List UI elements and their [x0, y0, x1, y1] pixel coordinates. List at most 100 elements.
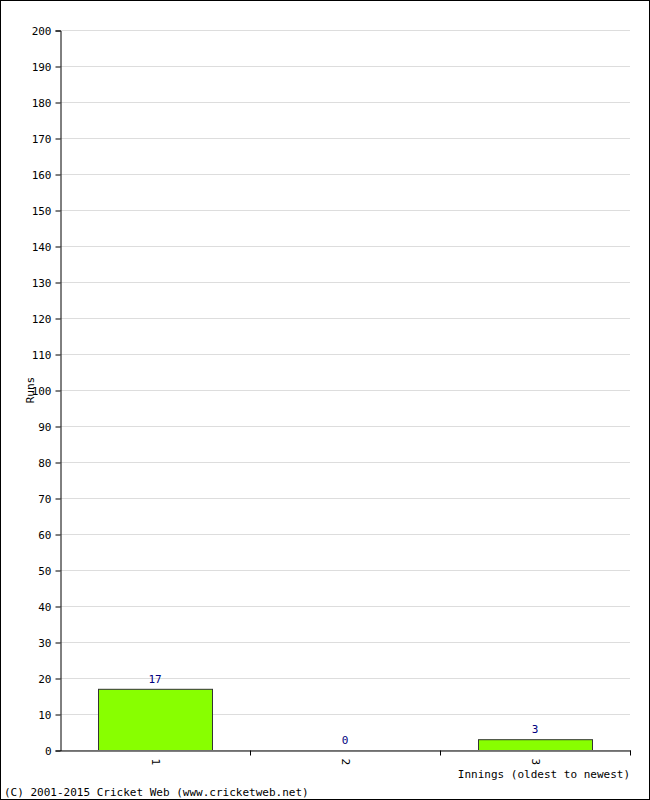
y-tick: 20 — [38, 673, 60, 686]
x-tick: 2 — [339, 751, 352, 766]
x-axis: 1 2 3 — [61, 751, 631, 766]
y-tick-label: 110 — [32, 349, 52, 362]
y-tick-mark — [56, 67, 61, 68]
category-separator — [630, 751, 631, 756]
x-axis-line — [61, 751, 631, 752]
y-tick: 120 — [32, 313, 61, 326]
grid-line — [60, 102, 630, 103]
y-tick-label: 50 — [38, 565, 51, 578]
annotations: (C) 2001-2015 Cricket Web (www.cricketwe… — [4, 786, 309, 799]
y-tick-label: 190 — [32, 61, 52, 74]
y-tick: 130 — [32, 277, 61, 290]
x-tick: 3 — [529, 751, 542, 766]
y-tick-mark — [56, 247, 61, 248]
grid-line — [60, 282, 630, 283]
y-tick-label: 90 — [38, 421, 51, 434]
chart: 0102030405060708090100110120130140150160… — [0, 0, 650, 800]
y-tick-mark — [56, 643, 61, 644]
y-tick-label: 80 — [38, 457, 51, 470]
y-tick-label: 60 — [38, 529, 51, 542]
y-tick: 140 — [32, 241, 61, 254]
grid-line — [60, 570, 630, 571]
grid-line — [60, 390, 630, 391]
y-tick-label: 160 — [32, 169, 52, 182]
y-tick-mark — [56, 391, 61, 392]
y-tick-label: 170 — [32, 133, 52, 146]
y-tick: 10 — [38, 709, 60, 722]
grid-line — [60, 678, 630, 679]
y-axis-title: Runs — [24, 377, 37, 404]
y-tick-label: 20 — [38, 673, 51, 686]
grid-line — [60, 354, 630, 355]
grid-line — [60, 498, 630, 499]
grid-line — [60, 462, 630, 463]
category-separator — [440, 751, 441, 756]
y-tick-mark — [56, 715, 61, 716]
y-tick: 170 — [32, 133, 61, 146]
y-tick-mark — [56, 283, 61, 284]
grid-line — [60, 534, 630, 535]
y-tick-mark — [56, 427, 61, 428]
y-tick: 50 — [38, 565, 60, 578]
y-tick: 180 — [32, 97, 61, 110]
grid-line — [60, 606, 630, 607]
grid — [60, 31, 630, 751]
data-label: 17 — [148, 673, 161, 686]
y-tick: 70 — [38, 493, 60, 506]
y-axis-line — [56, 31, 62, 751]
y-tick-mark — [56, 211, 61, 212]
grid-line — [60, 750, 630, 751]
y-tick-label: 40 — [38, 601, 51, 614]
y-tick: 80 — [38, 457, 60, 470]
y-tick-label: 140 — [32, 241, 52, 254]
y-tick-label: 120 — [32, 313, 52, 326]
grid-line — [60, 138, 630, 139]
grid-line — [60, 30, 630, 31]
bar — [99, 689, 213, 750]
category-separator — [250, 751, 251, 756]
y-tick-mark — [56, 319, 61, 320]
grid-line — [60, 210, 630, 211]
data-label: 0 — [342, 734, 349, 747]
data-labels: 1703 — [148, 673, 538, 747]
y-tick-label: 130 — [32, 277, 52, 290]
y-tick: 190 — [32, 61, 61, 74]
y-tick-mark — [56, 607, 61, 608]
y-tick-mark — [56, 31, 61, 32]
y-tick: 60 — [38, 529, 60, 542]
y-tick: 200 — [32, 25, 61, 38]
y-tick-mark — [56, 571, 61, 572]
bars — [99, 689, 593, 750]
y-tick-mark — [56, 355, 61, 356]
y-tick: 160 — [32, 169, 61, 182]
bar — [479, 740, 593, 750]
y-tick: 30 — [38, 637, 60, 650]
grid-line — [60, 66, 630, 67]
y-tick-mark — [56, 175, 61, 176]
grid-line — [60, 318, 630, 319]
grid-line — [60, 246, 630, 247]
y-tick: 40 — [38, 601, 60, 614]
y-tick-label: 0 — [45, 745, 52, 758]
y-tick-mark — [56, 139, 61, 140]
y-tick: 110 — [32, 349, 61, 362]
y-tick-mark — [56, 499, 61, 500]
y-tick-mark — [56, 463, 61, 464]
x-tick-label: 1 — [149, 759, 162, 766]
y-tick: 90 — [38, 421, 60, 434]
y-tick-mark — [56, 535, 61, 536]
y-tick-mark — [56, 751, 61, 752]
x-axis-title: Innings (oldest to newest) — [458, 768, 630, 781]
y-tick-label: 10 — [38, 709, 51, 722]
plot: 0102030405060708090100110120130140150160… — [32, 25, 631, 766]
x-tick-label: 3 — [529, 759, 542, 766]
grid-line — [60, 426, 630, 427]
y-tick-mark — [56, 679, 61, 680]
y-tick-mark — [56, 103, 61, 104]
copyright: (C) 2001-2015 Cricket Web (www.cricketwe… — [4, 786, 309, 799]
y-tick: 0 — [45, 745, 61, 758]
y-tick: 150 — [32, 205, 61, 218]
y-tick-label: 30 — [38, 637, 51, 650]
y-tick-label: 200 — [32, 25, 52, 38]
y-tick-label: 70 — [38, 493, 51, 506]
